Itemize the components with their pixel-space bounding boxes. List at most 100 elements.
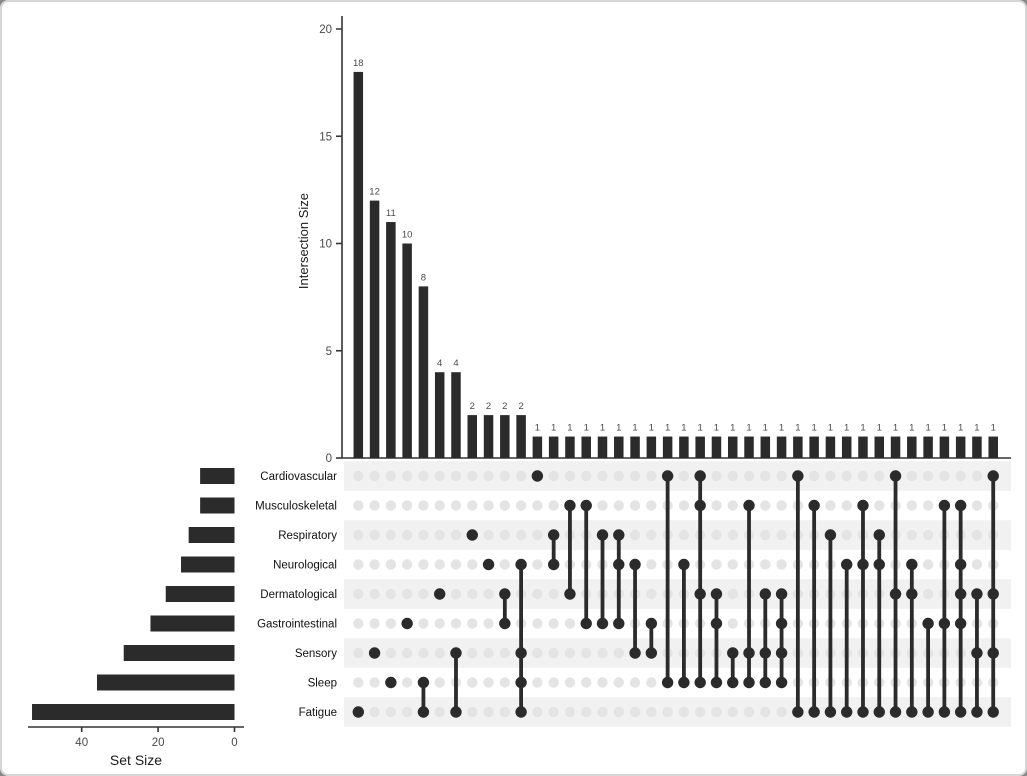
matrix-dot-active bbox=[368, 647, 381, 659]
matrix-dot-inactive bbox=[613, 500, 624, 511]
set-size-bar bbox=[165, 586, 235, 602]
matrix-dot-inactive bbox=[857, 470, 869, 482]
matrix-dot-inactive bbox=[971, 500, 983, 511]
matrix-dot-inactive bbox=[385, 559, 397, 570]
matrix-dot-inactive bbox=[776, 470, 787, 482]
intersection-value-label: 1 bbox=[665, 423, 670, 434]
matrix-dot-active bbox=[580, 499, 592, 512]
matrix-dot-active bbox=[954, 617, 967, 630]
matrix-dot-inactive bbox=[646, 677, 657, 688]
set-size-tick-label: 0 bbox=[231, 737, 237, 749]
intersection-bar bbox=[565, 436, 575, 458]
matrix-dot-inactive bbox=[467, 500, 478, 511]
matrix-dot-inactive bbox=[906, 500, 918, 511]
matrix-dot-inactive bbox=[483, 706, 494, 718]
matrix-dot-active bbox=[954, 558, 967, 571]
matrix-dot-inactive bbox=[727, 500, 738, 511]
matrix-dot-active bbox=[743, 676, 755, 689]
matrix-dot-inactive bbox=[434, 618, 445, 629]
matrix-dot-inactive bbox=[971, 470, 983, 482]
set-size-bar bbox=[32, 704, 235, 720]
matrix-dot-inactive bbox=[564, 618, 576, 629]
intersection-value-label: 1 bbox=[925, 423, 930, 434]
matrix-dot-active bbox=[417, 676, 430, 689]
matrix-dot-inactive bbox=[483, 647, 494, 659]
matrix-dot-inactive bbox=[776, 706, 787, 718]
matrix-dot-inactive bbox=[499, 647, 511, 659]
matrix-dot-inactive bbox=[353, 470, 364, 482]
matrix-dot-inactive bbox=[841, 500, 852, 511]
matrix-dot-active bbox=[547, 558, 560, 571]
matrix-dot-inactive bbox=[369, 559, 380, 570]
matrix-dot-inactive bbox=[646, 588, 657, 600]
intersection-bar bbox=[646, 436, 657, 458]
matrix-dot-inactive bbox=[401, 559, 413, 570]
matrix-dot-active bbox=[694, 676, 706, 689]
matrix-dot-inactive bbox=[922, 588, 934, 600]
set-size-bar bbox=[188, 527, 235, 543]
matrix-dot-inactive bbox=[581, 677, 592, 688]
matrix-dot-inactive bbox=[467, 470, 478, 482]
matrix-dot-inactive bbox=[581, 706, 592, 718]
intersection-bar bbox=[841, 436, 852, 458]
matrix-dot-inactive bbox=[743, 706, 755, 718]
intersection-value-label: 2 bbox=[502, 401, 507, 412]
matrix-dot-inactive bbox=[450, 588, 462, 600]
matrix-dot-inactive bbox=[548, 618, 559, 629]
intersection-bar bbox=[434, 372, 445, 458]
matrix-dot-inactive bbox=[548, 706, 559, 718]
matrix-dot-active bbox=[906, 706, 918, 718]
matrix-dot-inactive bbox=[825, 470, 836, 482]
matrix-dot-active bbox=[971, 647, 983, 659]
matrix-dot-active bbox=[401, 617, 413, 630]
matrix-dot-inactive bbox=[353, 588, 364, 600]
matrix-dot-inactive bbox=[499, 529, 511, 541]
intersection-bar bbox=[597, 436, 608, 458]
matrix-dot-inactive bbox=[760, 470, 771, 482]
matrix-dot-inactive bbox=[401, 500, 413, 511]
matrix-dot-inactive bbox=[434, 500, 445, 511]
intersection-value-label: 1 bbox=[942, 423, 947, 434]
set-row-label: Gastrointestinal bbox=[257, 619, 337, 631]
matrix-dot-inactive bbox=[483, 618, 494, 629]
matrix-dot-active bbox=[792, 706, 804, 718]
matrix-dot-inactive bbox=[841, 470, 852, 482]
matrix-dot-inactive bbox=[548, 677, 559, 688]
matrix-dot-inactive bbox=[515, 470, 527, 482]
matrix-dot-inactive bbox=[711, 529, 722, 541]
matrix-dot-active bbox=[873, 529, 885, 541]
matrix-dot-active bbox=[727, 647, 739, 659]
intersection-bar bbox=[988, 436, 998, 458]
matrix-dot-active bbox=[906, 558, 918, 571]
matrix-dot-active bbox=[971, 588, 983, 600]
matrix-dot-inactive bbox=[385, 529, 397, 541]
matrix-dot-active bbox=[775, 676, 788, 689]
matrix-dot-inactive bbox=[776, 500, 787, 511]
matrix-dot-active bbox=[596, 529, 609, 541]
set-row-label: Respiratory bbox=[278, 530, 337, 542]
matrix-dot-inactive bbox=[434, 529, 445, 541]
matrix-dot-inactive bbox=[532, 500, 543, 511]
matrix-dot-inactive bbox=[418, 529, 429, 541]
matrix-dot-inactive bbox=[955, 470, 966, 482]
matrix-dot-inactive bbox=[483, 470, 494, 482]
set-size-bar bbox=[150, 615, 235, 632]
matrix-dot-active bbox=[889, 588, 902, 600]
intersection-value-label: 1 bbox=[681, 423, 686, 434]
matrix-dot-active bbox=[499, 588, 511, 600]
matrix-dot-inactive bbox=[369, 529, 380, 541]
matrix-dot-inactive bbox=[401, 529, 413, 541]
set-size-tick-label: 20 bbox=[152, 737, 165, 749]
intersection-bar bbox=[744, 436, 754, 458]
intersection-bar bbox=[760, 436, 771, 458]
set-row-label: Neurological bbox=[273, 560, 337, 572]
matrix-dot-active bbox=[954, 499, 967, 512]
intersection-bar bbox=[727, 436, 738, 458]
matrix-dot-inactive bbox=[678, 470, 690, 482]
set-size-bar bbox=[200, 497, 235, 514]
set-size-axis-title: Set Size bbox=[110, 752, 162, 768]
intersection-value-label: 1 bbox=[828, 423, 833, 434]
matrix-dot-inactive bbox=[418, 588, 429, 600]
